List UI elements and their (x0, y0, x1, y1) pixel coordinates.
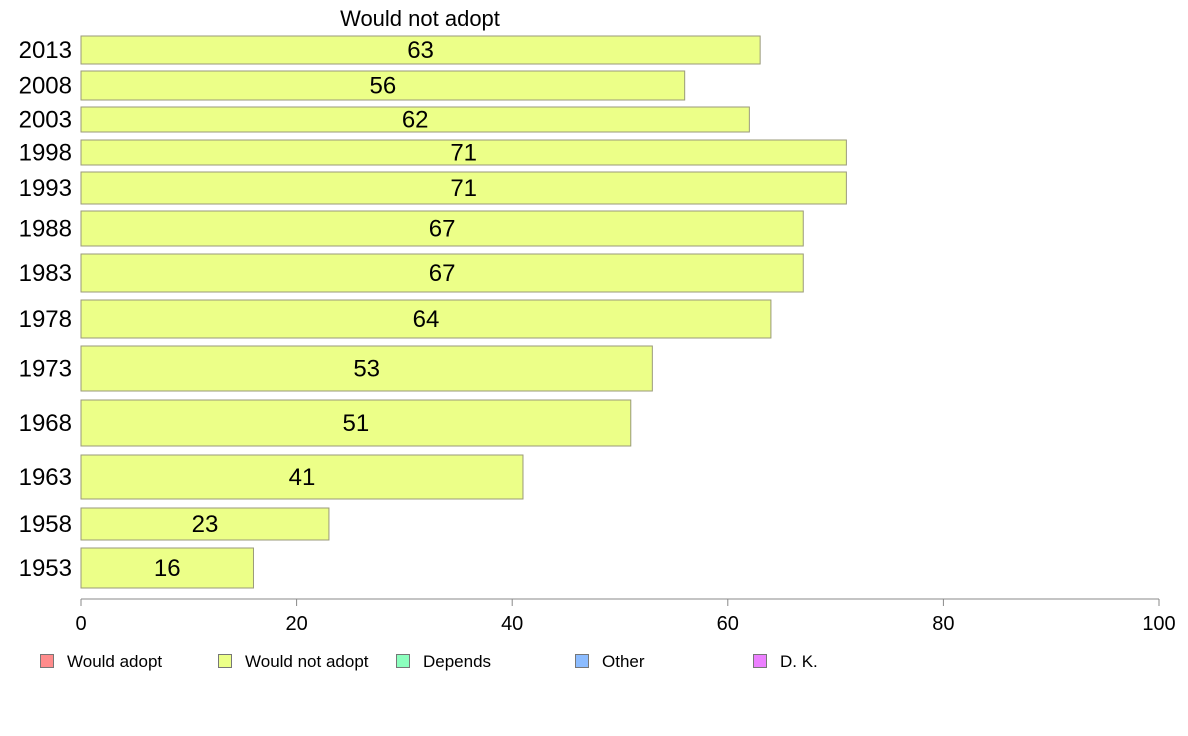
y-tick-label-1978: 1978 (19, 306, 72, 333)
legend-label-dk: D. K. (780, 652, 818, 671)
y-tick-label-2013: 2013 (19, 37, 72, 64)
legend-swatch-other (575, 654, 589, 668)
bar-value-label-1983: 67 (429, 260, 456, 287)
bar-1983 (80, 253, 804, 293)
bar-value-label-1968: 51 (343, 410, 370, 437)
bar-1993 (80, 171, 847, 205)
y-tick-label-2003: 2003 (19, 107, 72, 134)
bar-value-label-1973: 53 (353, 356, 380, 383)
bar-value-label-1963: 41 (289, 464, 316, 491)
y-tick-label-1983: 1983 (19, 260, 72, 287)
bar-1998 (80, 139, 847, 166)
bar-value-label-2013: 63 (407, 37, 434, 64)
bar-value-label-1998: 71 (450, 140, 477, 167)
x-tick-label-80: 80 (932, 613, 954, 635)
bar-2008 (80, 70, 686, 101)
bar-value-label-1978: 64 (413, 306, 440, 333)
bar-value-label-2008: 56 (369, 73, 396, 100)
bar-1953 (80, 547, 254, 589)
chart-title: Would not adopt (340, 6, 500, 31)
legend-swatch-would-adopt (40, 654, 54, 668)
bar-1963 (80, 454, 524, 500)
legend-item-dk: D. K. (753, 652, 818, 672)
bar-value-label-1958: 23 (192, 511, 219, 538)
legend-swatch-would-not-adopt (218, 654, 232, 668)
legend-label-depends: Depends (423, 652, 492, 671)
legend-label-other: Other (602, 652, 645, 671)
bar-value-label-1988: 67 (429, 216, 456, 243)
y-tick-label-1968: 1968 (19, 410, 72, 437)
y-tick-label-1988: 1988 (19, 216, 72, 243)
x-tick-label-20: 20 (285, 613, 307, 635)
x-tick-label-40: 40 (501, 613, 523, 635)
y-tick-label-1953: 1953 (19, 555, 72, 582)
legend-item-would-not-adopt: Would not adopt (218, 652, 369, 672)
bar-value-label-1953: 16 (154, 555, 181, 582)
y-tick-label-1993: 1993 (19, 175, 72, 202)
x-tick-label-100: 100 (1142, 613, 1175, 635)
legend-label-would-not-adopt: Would not adopt (245, 652, 369, 671)
bar-1988 (80, 210, 804, 247)
x-tick-label-60: 60 (717, 613, 739, 635)
legend-item-other: Other (575, 652, 645, 672)
y-tick-label-2008: 2008 (19, 73, 72, 100)
legend-swatch-dk (753, 654, 767, 668)
bar-value-label-1993: 71 (450, 175, 477, 202)
bar-1968 (80, 399, 632, 447)
legend-item-depends: Depends (396, 652, 491, 672)
bar-value-label-2003: 62 (402, 107, 429, 134)
y-tick-label-1998: 1998 (19, 140, 72, 167)
legend-label-would-adopt: Would adopt (67, 652, 163, 671)
legend-swatch-depends (396, 654, 410, 668)
bar-2013 (80, 35, 761, 65)
bar-2003 (80, 106, 750, 133)
y-tick-label-1958: 1958 (19, 511, 72, 538)
bar-1958 (80, 507, 330, 541)
bar-1978 (80, 299, 772, 339)
y-tick-label-1973: 1973 (19, 356, 72, 383)
y-tick-label-1963: 1963 (19, 464, 72, 491)
x-tick-label-0: 0 (75, 613, 86, 635)
legend-item-would-adopt: Would adopt (40, 652, 162, 672)
bar-1973 (80, 345, 653, 392)
